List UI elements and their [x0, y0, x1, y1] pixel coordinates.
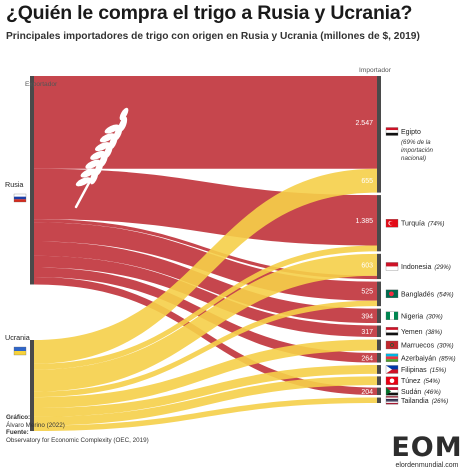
target-note-egipto-1: importación [401, 147, 434, 154]
flag-russia-icon [13, 193, 27, 203]
target-label-sudan: Sudán (46%) [401, 389, 441, 396]
flag-nigeria-icon [385, 311, 399, 320]
flag-yemen-icon [385, 327, 399, 336]
target-label-egipto: Egipto [401, 129, 421, 136]
flag-indonesia-icon [385, 262, 399, 271]
flow-rusia-to-nigeria [34, 241, 377, 323]
chart-subtitle: Principales importadores de trigo con or… [6, 31, 420, 42]
node-tailandia [377, 397, 381, 403]
node-indonesia [377, 253, 381, 280]
flow-ucrania-to-turquia [34, 245, 377, 370]
flow-ucrania-to-egipto [34, 168, 377, 364]
flow-ucrania-to-indonesia [34, 253, 377, 392]
value-label-azerbaiyan-rusia: 264 [361, 355, 373, 362]
target-note-egipto-2: nacional) [401, 155, 426, 162]
value-label-banglades-rusia: 525 [361, 289, 373, 296]
source-label-ucrania: Ucrania [5, 333, 30, 342]
node-rusia [30, 76, 34, 285]
source-label: Fuente: [6, 429, 29, 437]
value-label-turquia-rusia: 1.385 [355, 218, 373, 225]
source-label-rusia: Rusia [5, 180, 23, 189]
flow-ucrania-to-filipinas [34, 365, 377, 417]
graphic-label: Gráfico: [6, 414, 31, 421]
flow-rusia-to-egipto [34, 76, 377, 169]
target-label-marruecos: Marruecos (30%) [401, 342, 454, 349]
target-label-banglades: Bangladés (54%) [401, 291, 454, 298]
flow-rusia-to-yemen [34, 255, 377, 338]
chart-title: ¿Quién le compra el trigo a Rusia y Ucra… [6, 2, 413, 24]
flag-egypt-icon [385, 127, 399, 136]
flag-thailand-icon [385, 396, 399, 405]
node-turquia [377, 195, 381, 252]
flag-morocco-icon [385, 340, 399, 350]
flow-ucrania-to-tailandia [34, 397, 377, 432]
logo-mark: EOM [391, 432, 463, 463]
flows-layer [34, 76, 377, 432]
target-label-filipinas: Filipinas (15%) [401, 367, 446, 374]
flag-bangladesh-icon [385, 289, 399, 299]
footer: Gráfico: Álvaro Merino (2022) Fuente: Ob… [6, 414, 149, 444]
flow-ucrania-to-banglades [34, 300, 377, 398]
graphic-author: Álvaro Merino (2022) [6, 421, 65, 429]
column-label-exporter: Exportador [25, 81, 58, 88]
flow-rusia-to-indonesia [34, 219, 377, 280]
value-label-sudan-rusia: 204 [361, 389, 373, 396]
target-label-indonesia: Indonesia (29%) [401, 264, 451, 271]
eom-logo: EOM elordenmundial.com [385, 425, 469, 471]
flow-ucrania-to-tunez [34, 376, 377, 426]
flow-rusia-to-sudan [34, 277, 377, 396]
target-label-yemen: Yemen (38%) [401, 329, 442, 336]
target-note-egipto-0: (69% de la [401, 139, 431, 146]
column-label-importer: Importador [359, 67, 392, 74]
labels-layer: Exportador Importador Rusia Ucrania Egipto (6… [5, 67, 456, 405]
flag-tunisia-icon [385, 376, 399, 385]
target-label-tailandia: Tailandia (26%) [401, 398, 448, 405]
flow-rusia-to-turquia [34, 168, 377, 246]
flag-philippines-icon [385, 365, 399, 374]
flag-sudan-icon [385, 387, 399, 396]
target-label-turquia: Turquía (74%) [401, 221, 444, 228]
node-tunez [377, 376, 381, 386]
flag-turkey-icon [385, 219, 399, 228]
target-label-azerbaiyan: Azerbaiyán (85%) [401, 355, 456, 362]
target-label-nigeria: Nigeria (30%) [401, 313, 443, 320]
node-yemen [377, 325, 381, 338]
flag-ukraine-icon [13, 346, 27, 356]
node-filipinas [377, 365, 381, 374]
flag-azerbaijan-icon [385, 353, 399, 362]
node-banglades [377, 281, 381, 307]
node-nigeria [377, 308, 381, 323]
node-marruecos [377, 339, 381, 351]
value-label-egipto-ucrania: 655 [361, 178, 373, 185]
wheat-icon [74, 107, 129, 209]
value-label-nigeria-rusia: 394 [361, 313, 373, 320]
source-text: Observatory for Economic Complexity (OEC… [6, 436, 149, 444]
value-label-indonesia-ucrania: 603 [361, 262, 373, 269]
node-egipto [377, 76, 381, 193]
flow-ucrania-to-marruecos [34, 339, 377, 409]
node-ucrania [30, 340, 34, 432]
value-label-egipto-rusia: 2.547 [355, 120, 373, 127]
target-label-tunez: Túnez (54%) [401, 378, 440, 385]
nodes-layer [30, 76, 381, 432]
logo-site: elordenmundial.com [395, 462, 459, 469]
node-sudan [377, 387, 381, 396]
value-label-yemen-rusia: 317 [361, 329, 373, 336]
node-azerbaiyan [377, 352, 381, 363]
